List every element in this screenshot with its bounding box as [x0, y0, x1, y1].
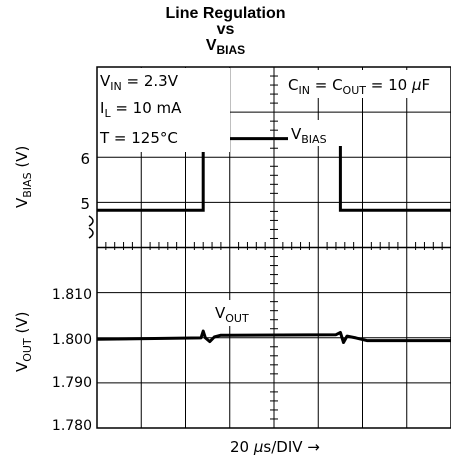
chart-title-line2: vs	[216, 21, 235, 38]
plot-frame	[96, 66, 451, 429]
axis-break-marks	[88, 215, 94, 239]
lower-y-tick-label-1780: 1.780	[52, 418, 92, 434]
condition-il: IL = 10 mA	[100, 99, 182, 120]
lower-y-axis-label: VOUT (V)	[13, 312, 34, 372]
condition-temperature: T = 125°C	[99, 129, 178, 147]
conditions-box: VIN = 2.3V IL = 10 mA T = 125°C	[97, 68, 230, 152]
upper-y-axis-label: VBIAS (V)	[13, 146, 34, 208]
condition-capacitance: CIN = COUT = 10 μF	[288, 76, 430, 97]
chart-title-symbol: V	[205, 37, 217, 54]
chart-title-line1: Line Regulation	[165, 5, 286, 22]
lower-y-tick-label-1800: 1.800	[52, 332, 92, 348]
svg-text:VOUT: VOUT	[215, 304, 249, 325]
lower-y-tick-label-1810: 1.810	[52, 287, 92, 303]
condition-vin: VIN = 2.3V	[100, 72, 179, 93]
break-mark-symbol	[88, 215, 94, 239]
upper-y-tick-label-6: 6	[80, 150, 90, 168]
vout-trace	[96, 329, 451, 344]
center-axis-ticks	[105, 75, 443, 420]
x-axis-label: 20 μs/DIV →	[230, 438, 320, 456]
vbias-trace-label: VBIAS	[288, 120, 344, 146]
capacitance-box: CIN = COUT = 10 μF	[284, 70, 448, 98]
chart-title-subscript: BIAS	[216, 43, 246, 58]
chart-title-line3: VBIAS	[0, 38, 451, 58]
upper-y-tick-label-5: 5	[80, 195, 90, 213]
vout-trace-label: VOUT	[212, 300, 262, 326]
svg-text:VBIAS: VBIAS	[291, 125, 327, 146]
traces	[96, 137, 451, 344]
vbias-trace	[97, 137, 451, 212]
lower-y-tick-label-1790: 1.790	[52, 375, 92, 391]
